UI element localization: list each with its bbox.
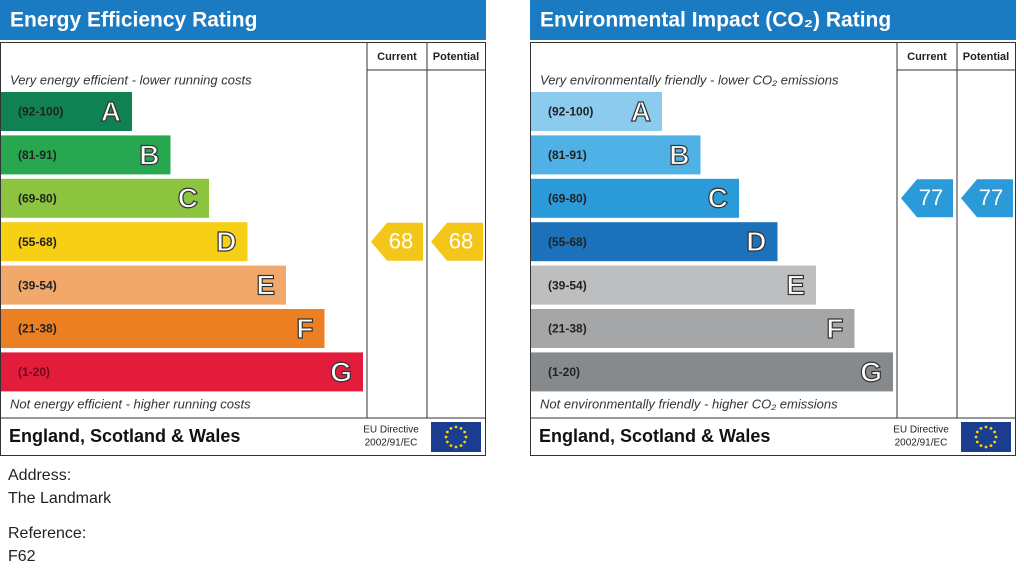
band-letter: G [330, 356, 352, 387]
band-range: (1-20) [548, 365, 580, 379]
rating-band [1, 309, 325, 348]
band-letter: G [860, 356, 882, 387]
top-note: Very energy efficient - lower running co… [10, 72, 252, 87]
band-range: (21-38) [548, 322, 587, 336]
rating-band [1, 92, 132, 131]
band-range: (69-80) [18, 191, 57, 205]
rating-band [1, 265, 286, 305]
panel-title: Energy Efficiency Rating [10, 9, 257, 32]
reference-label: Reference: [8, 525, 86, 542]
region: England, Scotland & Wales [9, 426, 240, 446]
eu-star [984, 425, 988, 429]
eu-star [464, 435, 468, 439]
column-header: Current [907, 51, 947, 63]
eu-star [445, 440, 449, 444]
eu-star [449, 444, 453, 448]
band-range: (55-68) [548, 235, 587, 249]
top-note: Very environmentally friendly - lower CO… [540, 72, 839, 87]
rating-value: 68 [449, 229, 473, 254]
rating-arrow [901, 179, 953, 218]
directive: 2002/91/EC [365, 438, 418, 449]
eu-star [975, 440, 979, 444]
panel-frame [0, 42, 486, 456]
rating-band [531, 222, 778, 262]
eu-star [975, 430, 979, 434]
band-letter: A [631, 96, 651, 127]
rating-band [1, 135, 171, 175]
rating-arrow [371, 222, 423, 261]
eu-star [459, 444, 463, 448]
band-letter: D [216, 226, 236, 257]
eu-star [444, 435, 448, 439]
eu-star [993, 430, 997, 434]
band-letter: C [708, 183, 728, 214]
band-letter: E [786, 269, 805, 300]
rating-band [531, 265, 816, 305]
band-range: (39-54) [18, 278, 57, 292]
reference-value: F62 [8, 548, 36, 565]
rating-band [531, 309, 855, 348]
rating-band [1, 352, 363, 392]
eu-star [989, 444, 993, 448]
rating-band [531, 92, 662, 131]
header-bar [530, 0, 1016, 40]
band-range: (92-100) [548, 105, 593, 119]
band-range: (39-54) [548, 278, 587, 292]
rating-band [531, 178, 739, 218]
band-range: (92-100) [18, 105, 63, 119]
rating-band [531, 352, 893, 392]
band-letter: D [746, 226, 766, 257]
column-header: Potential [433, 51, 479, 63]
band-range: (69-80) [548, 191, 587, 205]
bottom-note: Not environmentally friendly - higher CO… [540, 396, 838, 411]
bottom-note: Not energy efficient - higher running co… [10, 396, 251, 411]
band-letter: F [826, 313, 843, 344]
rating-arrow [961, 179, 1013, 218]
eu-star [454, 425, 458, 429]
band-letter: F [296, 313, 313, 344]
region: England, Scotland & Wales [539, 426, 770, 446]
panel-frame [530, 42, 1016, 456]
band-range: (55-68) [18, 235, 57, 249]
band-letter: C [178, 183, 198, 214]
column-header: Current [377, 51, 417, 63]
eu-star [974, 435, 978, 439]
rating-value: 77 [979, 185, 1003, 210]
eu-star [984, 445, 988, 449]
eu-star [979, 444, 983, 448]
band-range: (81-91) [18, 148, 57, 162]
address-label: Address: [8, 467, 71, 484]
eu-star [994, 435, 998, 439]
eu-star [463, 440, 467, 444]
rating-value: 68 [389, 229, 413, 254]
eu-star [979, 426, 983, 430]
rating-band [1, 178, 209, 218]
eu-star [459, 426, 463, 430]
rating-arrow [431, 222, 483, 261]
band-letter: E [256, 269, 275, 300]
band-letter: A [101, 96, 121, 127]
directive: 2002/91/EC [895, 438, 948, 449]
rating-band [1, 222, 248, 262]
band-letter: B [669, 139, 689, 170]
eu-star [445, 430, 449, 434]
column-header: Potential [963, 51, 1009, 63]
rating-value: 77 [919, 185, 943, 210]
eu-star [454, 445, 458, 449]
eu-star [993, 440, 997, 444]
band-range: (21-38) [18, 322, 57, 336]
header-bar [0, 0, 486, 40]
eu-star [463, 430, 467, 434]
rating-band [531, 135, 701, 175]
eu-star [989, 426, 993, 430]
directive: EU Directive [363, 425, 419, 436]
band-range: (81-91) [548, 148, 587, 162]
address-value: The Landmark [8, 490, 112, 507]
directive: EU Directive [893, 425, 949, 436]
eu-star [449, 426, 453, 430]
band-letter: B [139, 139, 159, 170]
band-range: (1-20) [18, 365, 50, 379]
panel-title: Environmental Impact (CO₂) Rating [540, 9, 891, 32]
